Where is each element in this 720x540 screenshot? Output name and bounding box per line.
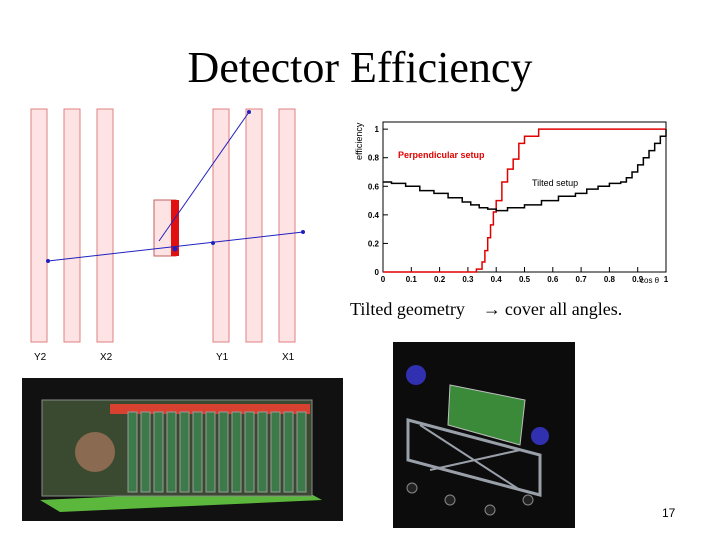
detector-render-right bbox=[393, 342, 575, 528]
render-left-plate bbox=[231, 411, 242, 493]
caption: Tilted geometry → cover all angles. bbox=[350, 299, 622, 320]
render-right-blue-part bbox=[406, 365, 426, 385]
render-left-plate bbox=[296, 411, 307, 493]
render-right-wheel bbox=[444, 494, 456, 506]
render-left-plate bbox=[257, 411, 268, 493]
y-axis-title: efficiency bbox=[354, 122, 364, 160]
track-marker-5 bbox=[301, 230, 305, 234]
detector-geometry: Y2 X2 Y1 X1 bbox=[30, 108, 305, 363]
render-right-wheel bbox=[522, 494, 534, 506]
x-tick-label: 0.5 bbox=[519, 275, 531, 284]
right-arrow-icon: → bbox=[482, 299, 501, 319]
render-left-plate bbox=[192, 411, 203, 493]
x-tick-label: 0.7 bbox=[576, 275, 588, 284]
plane-label: Y2 bbox=[34, 352, 47, 363]
render-left-plate bbox=[127, 411, 138, 493]
render-left-plate bbox=[166, 411, 177, 493]
render-left-plate bbox=[283, 411, 294, 493]
track-marker-1 bbox=[172, 246, 178, 252]
render-right-wheel bbox=[406, 482, 418, 494]
x-tick-label: 0.9 bbox=[632, 275, 644, 284]
render-right-wheel bbox=[484, 504, 496, 516]
x-tick-label: 0 bbox=[381, 275, 386, 284]
render-left-chamber bbox=[75, 432, 115, 472]
efficiency-chart: efficiency cos θ Perpendicular setup Til… bbox=[354, 121, 669, 285]
render-left-plate bbox=[179, 411, 190, 493]
render-left-plate bbox=[244, 411, 255, 493]
y-tick-label: 0.6 bbox=[368, 182, 380, 191]
plane-x2-a bbox=[63, 108, 81, 343]
track-marker-4 bbox=[46, 259, 50, 263]
y-tick-label: 1 bbox=[375, 125, 380, 134]
series-line-perpendicular bbox=[383, 128, 666, 273]
y-tick-label: 0.4 bbox=[368, 211, 380, 220]
chart-frame bbox=[382, 121, 667, 273]
plane-label: X2 bbox=[100, 352, 113, 363]
caption-left: Tilted geometry bbox=[350, 299, 465, 319]
x-tick-label: 0.3 bbox=[462, 275, 474, 284]
x-tick-label: 0.1 bbox=[406, 275, 418, 284]
render-right-blue-part-2 bbox=[531, 427, 549, 445]
x-tick-label: 1 bbox=[664, 275, 669, 284]
legend-perpendicular: Perpendicular setup bbox=[398, 150, 485, 160]
plane-y2 bbox=[30, 108, 48, 343]
render-right-strut bbox=[419, 424, 521, 491]
x-tick-label: 0.2 bbox=[434, 275, 446, 284]
target-red-chamber bbox=[171, 200, 179, 256]
plane-label: X1 bbox=[282, 352, 295, 363]
render-left-plate bbox=[205, 411, 216, 493]
render-left-plate bbox=[153, 411, 164, 493]
series-line-tilted bbox=[383, 129, 667, 212]
caption-right: cover all angles. bbox=[504, 299, 623, 319]
render-left-top-rail bbox=[110, 404, 310, 414]
render-right-cart bbox=[406, 418, 542, 497]
plane-x1 bbox=[278, 108, 296, 343]
slide-title: Detector Efficiency bbox=[187, 43, 533, 92]
render-left-plate bbox=[218, 411, 229, 493]
y-tick-label: 0.8 bbox=[368, 154, 380, 163]
track-horizontal bbox=[47, 231, 304, 262]
x-tick-label: 0.6 bbox=[547, 275, 559, 284]
x-tick-label: 0.4 bbox=[491, 275, 503, 284]
render-left-plate bbox=[270, 411, 281, 493]
x-tick-label: 0.8 bbox=[604, 275, 616, 284]
render-left-plate bbox=[140, 411, 151, 493]
plane-label: Y1 bbox=[216, 352, 229, 363]
track-diagonal bbox=[158, 111, 250, 242]
plane-y1-b bbox=[245, 108, 263, 343]
detector-render-left bbox=[22, 378, 343, 521]
plane-y1 bbox=[212, 108, 230, 343]
page-number: 17 bbox=[662, 506, 676, 520]
track-marker-2 bbox=[211, 241, 215, 245]
plane-x2-b bbox=[96, 108, 114, 343]
legend-tilted: Tilted setup bbox=[532, 178, 578, 188]
render-right-detector bbox=[447, 384, 526, 446]
render-right-strut-2 bbox=[429, 449, 521, 471]
y-tick-label: 0 bbox=[375, 268, 380, 277]
x-axis-title: cos θ bbox=[640, 276, 660, 285]
y-tick-label: 0.2 bbox=[368, 239, 380, 248]
track-marker-3 bbox=[247, 110, 251, 114]
